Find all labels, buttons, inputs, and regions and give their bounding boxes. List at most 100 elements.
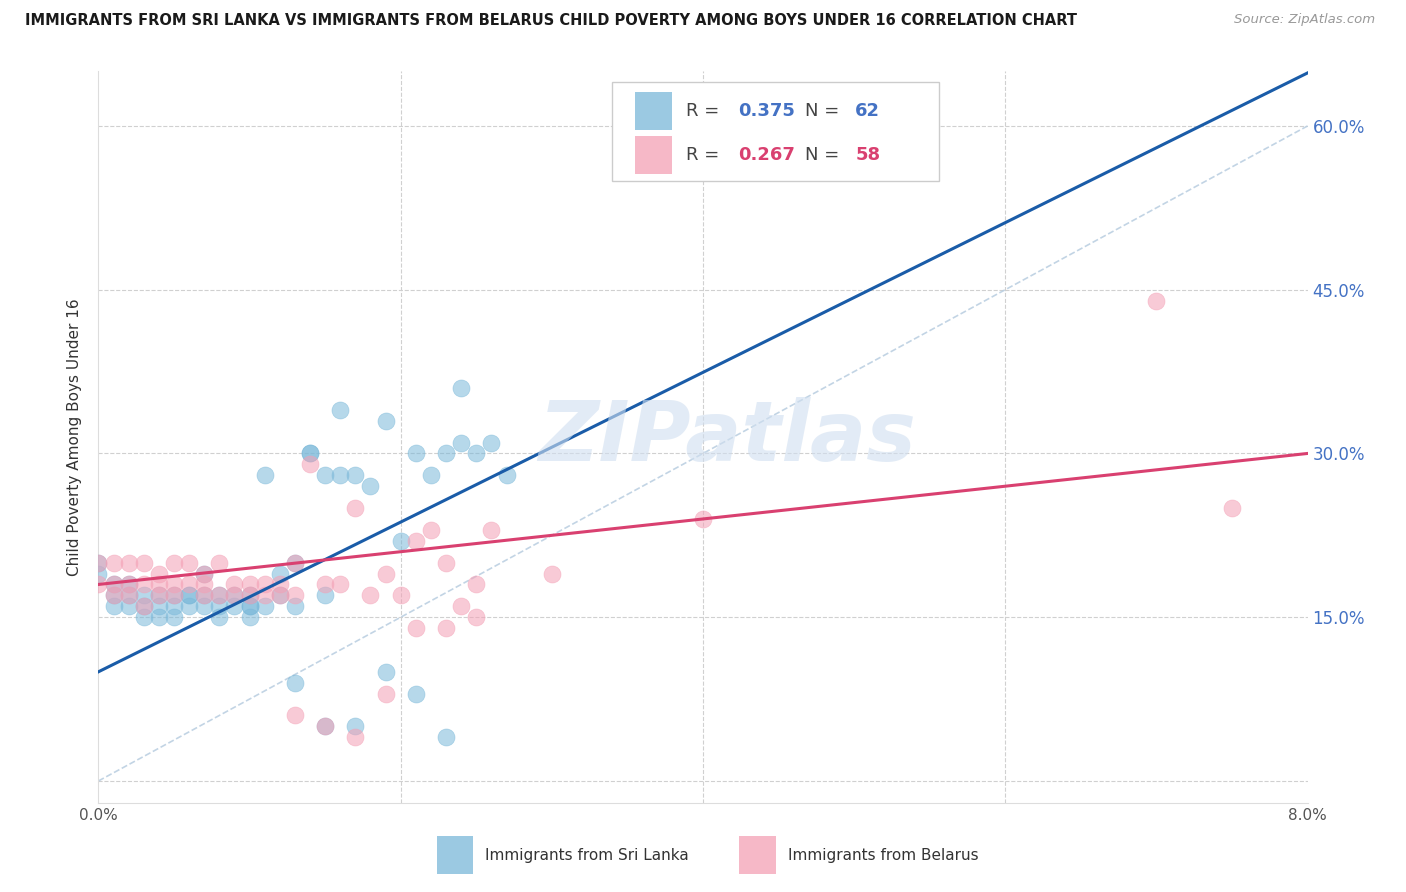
- Point: [314, 719, 336, 733]
- Point: [193, 566, 215, 581]
- Point: [344, 501, 367, 516]
- Point: [118, 556, 141, 570]
- Point: [374, 414, 396, 428]
- Point: [103, 599, 125, 614]
- Point: [253, 588, 276, 602]
- Point: [118, 577, 141, 591]
- Point: [405, 533, 427, 548]
- Text: Immigrants from Belarus: Immigrants from Belarus: [787, 848, 979, 863]
- Point: [450, 435, 472, 450]
- Point: [344, 468, 367, 483]
- Point: [481, 523, 503, 537]
- Point: [132, 556, 155, 570]
- Point: [103, 588, 125, 602]
- Point: [132, 599, 155, 614]
- Point: [465, 446, 488, 460]
- Point: [434, 556, 457, 570]
- Point: [163, 556, 186, 570]
- Point: [193, 566, 215, 581]
- Text: IMMIGRANTS FROM SRI LANKA VS IMMIGRANTS FROM BELARUS CHILD POVERTY AMONG BOYS UN: IMMIGRANTS FROM SRI LANKA VS IMMIGRANTS …: [25, 13, 1077, 29]
- Point: [284, 708, 307, 723]
- Point: [269, 577, 291, 591]
- Point: [299, 446, 322, 460]
- Point: [103, 588, 125, 602]
- Point: [344, 731, 367, 745]
- Point: [314, 577, 336, 591]
- Point: [208, 599, 231, 614]
- Point: [179, 599, 201, 614]
- Point: [118, 588, 141, 602]
- Bar: [636, 136, 672, 174]
- Point: [224, 588, 246, 602]
- Y-axis label: Child Poverty Among Boys Under 16: Child Poverty Among Boys Under 16: [67, 298, 83, 576]
- Point: [284, 588, 307, 602]
- Point: [405, 446, 427, 460]
- Point: [193, 599, 215, 614]
- Point: [163, 588, 186, 602]
- Point: [208, 556, 231, 570]
- Point: [239, 610, 262, 624]
- Text: Immigrants from Sri Lanka: Immigrants from Sri Lanka: [485, 848, 689, 863]
- Text: 58: 58: [855, 145, 880, 163]
- Point: [299, 446, 322, 460]
- Point: [299, 458, 322, 472]
- Point: [269, 588, 291, 602]
- Point: [132, 588, 155, 602]
- Point: [495, 468, 517, 483]
- Point: [420, 523, 443, 537]
- Point: [405, 621, 427, 635]
- Point: [329, 577, 352, 591]
- Point: [239, 599, 262, 614]
- Point: [329, 468, 352, 483]
- Point: [224, 588, 246, 602]
- Point: [118, 588, 141, 602]
- Point: [118, 599, 141, 614]
- FancyBboxPatch shape: [613, 82, 939, 181]
- Point: [253, 599, 276, 614]
- Point: [284, 556, 307, 570]
- Point: [148, 610, 170, 624]
- Text: Source: ZipAtlas.com: Source: ZipAtlas.com: [1234, 13, 1375, 27]
- Point: [87, 566, 110, 581]
- Point: [389, 588, 412, 602]
- Point: [163, 610, 186, 624]
- Point: [692, 512, 714, 526]
- Point: [163, 599, 186, 614]
- Text: 0.375: 0.375: [738, 102, 794, 120]
- Text: ZIPatlas: ZIPatlas: [538, 397, 917, 477]
- Point: [434, 731, 457, 745]
- Point: [314, 719, 336, 733]
- Point: [208, 588, 231, 602]
- Point: [103, 577, 125, 591]
- Point: [87, 556, 110, 570]
- Point: [253, 468, 276, 483]
- Bar: [437, 837, 474, 874]
- Text: N =: N =: [804, 145, 845, 163]
- Point: [132, 577, 155, 591]
- Point: [148, 588, 170, 602]
- Point: [239, 577, 262, 591]
- Text: R =: R =: [686, 145, 725, 163]
- Point: [103, 556, 125, 570]
- Point: [132, 610, 155, 624]
- Point: [465, 610, 488, 624]
- Point: [481, 435, 503, 450]
- Point: [148, 577, 170, 591]
- Point: [208, 610, 231, 624]
- Point: [148, 566, 170, 581]
- Point: [1220, 501, 1243, 516]
- Point: [269, 588, 291, 602]
- Point: [163, 577, 186, 591]
- Point: [239, 588, 262, 602]
- Bar: [740, 837, 776, 874]
- Point: [193, 588, 215, 602]
- Point: [87, 556, 110, 570]
- Point: [284, 556, 307, 570]
- Point: [465, 577, 488, 591]
- Point: [374, 687, 396, 701]
- Point: [239, 588, 262, 602]
- Point: [450, 599, 472, 614]
- Point: [344, 719, 367, 733]
- Point: [103, 577, 125, 591]
- Point: [118, 577, 141, 591]
